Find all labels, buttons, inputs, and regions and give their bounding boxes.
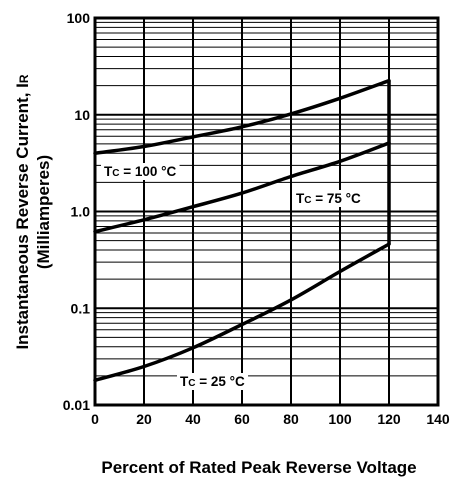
x-tick-labels: 0 20 40 60 80 100 120 140 <box>91 411 450 427</box>
y-tick-label: 10 <box>74 107 90 123</box>
x-tick-label: 0 <box>91 411 99 427</box>
y-axis-title-units: (Milliamperes) <box>34 155 53 269</box>
y-tick-label: 0.1 <box>71 300 91 316</box>
x-tick-label: 60 <box>234 411 250 427</box>
curve-labels: TC = 100 °C TC = 75 °C TC = 25 °C <box>101 163 365 390</box>
curves <box>93 78 391 383</box>
plot-frame <box>93 16 440 407</box>
curve-series-0 <box>93 78 391 156</box>
grid-lines <box>95 21 438 406</box>
curve-label-text: TC = 25 °C <box>180 374 245 389</box>
y-tick-label: 0.01 <box>63 397 90 413</box>
curve-series-2 <box>93 242 391 383</box>
y-axis-title-main: Instantaneous Reverse Current, I <box>13 83 32 349</box>
x-tick-label: 80 <box>283 411 299 427</box>
y-tick-label: 1.0 <box>71 204 91 220</box>
y-tick-label: 100 <box>67 10 91 26</box>
curve-label-text: TC = 100 °C <box>104 164 177 179</box>
x-axis-title: Percent of Rated Peak Reverse Voltage <box>101 458 416 477</box>
label-background <box>293 190 365 207</box>
x-tick-label: 20 <box>136 411 152 427</box>
y-tick-labels: 0.01 0.1 1.0 10 100 <box>63 10 90 413</box>
x-tick-label: 100 <box>328 411 352 427</box>
svg-text:Instantaneous Reverse Current,: Instantaneous Reverse Current, IR <box>13 74 32 349</box>
label-background <box>101 163 180 180</box>
x-tick-label: 120 <box>377 411 401 427</box>
y-axis-title: Instantaneous Reverse Current, IR (Milli… <box>13 74 53 349</box>
curve-label-text: TC = 75 °C <box>296 191 361 206</box>
x-tick-label: 40 <box>185 411 201 427</box>
y-axis-title-sub: R <box>17 74 31 83</box>
curve-label-2: TC = 25 °C <box>177 373 249 390</box>
x-tick-label: 140 <box>426 411 450 427</box>
curve-label-0: TC = 100 °C <box>101 163 180 180</box>
curve-series-1 <box>93 141 391 234</box>
curve-label-1: TC = 75 °C <box>293 190 365 207</box>
label-background <box>177 373 249 390</box>
